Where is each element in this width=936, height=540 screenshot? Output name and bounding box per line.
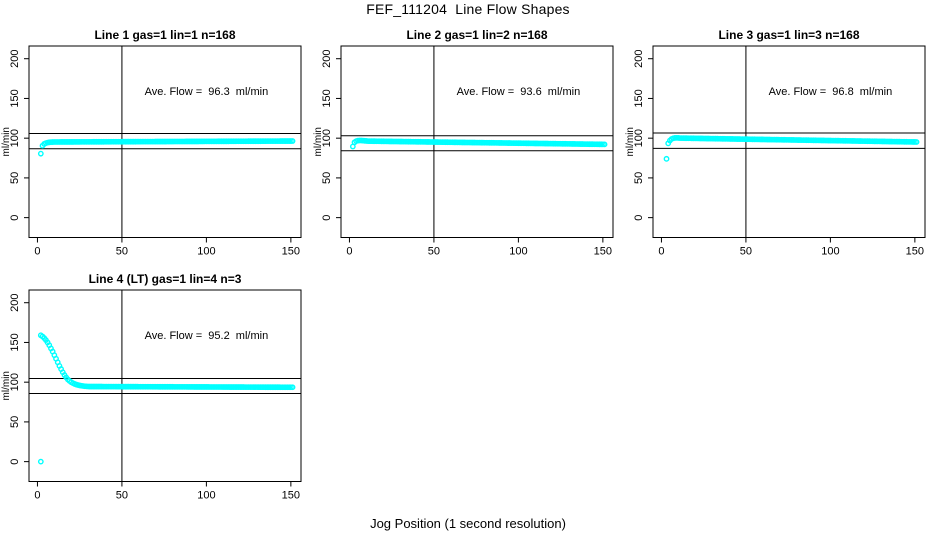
y-tick-label: 200 [9,50,21,68]
x-tick-label: 150 [282,246,300,258]
x-tick-label: 100 [197,246,215,258]
plot-canvas: 0 50 100 150 0 50 100 150 200 ml/min [625,45,926,258]
x-tick-label: 50 [116,246,128,258]
y-tick-label: 50 [633,172,645,184]
y-axis-label: ml/min [313,127,324,156]
subplot-title: Line 4 (LT) gas=1 lin=4 n=3 [88,272,242,286]
y-axis-label: ml/min [625,127,636,156]
subplot-title: Line 2 gas=1 lin=2 n=168 [406,28,548,42]
y-tick-label: 100 [633,129,645,147]
data-point [913,139,920,145]
subplot-line-2-panel: 0 50 100 150 0 50 100 150 200 ml/min Line 2 gas=1… [312,24,624,268]
x-tick-label: 150 [594,246,612,258]
x-tick-label: 50 [428,246,440,258]
y-axis-label: ml/min [1,127,12,156]
data-point [289,138,296,144]
data-point [37,458,44,465]
x-tick-label: 150 [906,246,924,258]
subplot-line-1-panel: 0 50 100 150 0 50 100 150 200 ml/min Line 1 gas=1… [0,24,312,268]
main-title: FEF_111204 Line Flow Shapes [366,1,570,17]
y-tick-label: 0 [321,215,333,221]
y-tick-label: 200 [633,50,645,68]
subplot-title: Line 3 gas=1 lin=3 n=168 [718,28,860,42]
data-point [289,384,296,391]
x-tick-label: 50 [740,246,752,258]
ave-flow-annotation: Ave. Flow = 96.8 ml/min [768,86,893,99]
x-tick-label: 100 [509,246,527,258]
y-tick-label: 200 [9,294,21,312]
plot-canvas: 0 50 100 150 0 50 100 150 200 ml/min [313,45,614,258]
plot-canvas: 0 50 100 150 0 50 100 150 200 ml/min [1,45,302,258]
y-tick-label: 150 [633,89,645,107]
subplot-line-3-panel: 0 50 100 150 0 50 100 150 200 ml/min Line 3 gas=1… [624,24,936,268]
data-point [601,141,608,148]
plot-frame [28,45,302,238]
data-point [663,155,670,162]
y-axis-label: ml/min [1,371,12,400]
ave-flow-annotation: Ave. Flow = 95.2 ml/min [144,330,269,343]
x-tick-label: 100 [197,490,215,502]
y-tick-label: 100 [321,129,333,147]
plot-frame [652,45,926,238]
x-tick-label: 0 [658,246,664,258]
plot-canvas: 0 50 100 150 0 50 100 150 200 ml/min [1,289,302,502]
y-tick-label: 150 [9,89,21,107]
y-tick-label: 150 [9,333,21,351]
x-tick-label: 100 [821,246,839,258]
subplot-line-4-panel: 0 50 100 150 0 50 100 150 200 ml/min Line 4 (LT) … [0,268,312,512]
ave-flow-annotation: Ave. Flow = 93.6 ml/min [456,86,581,99]
y-tick-label: 50 [9,416,21,428]
y-tick-label: 0 [633,215,645,221]
y-tick-label: 0 [9,459,21,465]
y-tick-label: 50 [9,172,21,184]
y-tick-label: 50 [321,172,333,184]
x-axis-label: Jog Position (1 second resolution) [370,516,566,531]
plot-frame [340,45,614,238]
data-point [37,150,44,157]
y-tick-label: 200 [321,50,333,68]
x-tick-label: 50 [116,490,128,502]
y-tick-label: 100 [9,373,21,391]
subplot-title: Line 1 gas=1 lin=1 n=168 [94,28,236,42]
x-tick-label: 150 [282,490,300,502]
x-tick-label: 0 [34,246,40,258]
ave-flow-annotation: Ave. Flow = 96.3 ml/min [144,86,269,99]
y-tick-label: 100 [9,129,21,147]
x-tick-label: 0 [346,246,352,258]
y-tick-label: 150 [321,89,333,107]
x-tick-label: 0 [34,490,40,502]
y-tick-label: 0 [9,215,21,221]
plot-frame [28,289,302,482]
